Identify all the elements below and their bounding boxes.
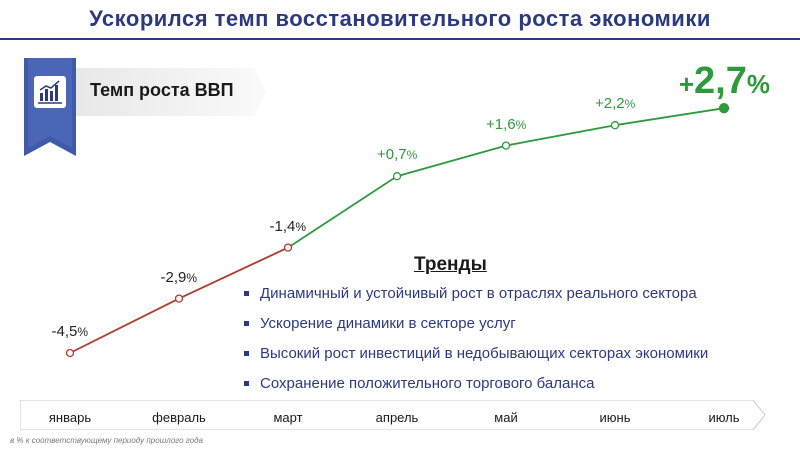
trend-item: Ускорение динамики в секторе услуг: [244, 315, 708, 345]
x-tick-label: июль: [708, 410, 740, 425]
data-label: -2,9%: [161, 269, 198, 286]
x-tick-label: апрель: [375, 410, 419, 425]
bullet-icon: [244, 321, 249, 326]
data-point: [610, 121, 620, 130]
data-label: +0,7%: [377, 146, 417, 163]
data-point: [392, 172, 402, 181]
x-axis-box: [20, 400, 765, 430]
title-divider: [0, 38, 800, 40]
x-tick-label: январь: [48, 410, 92, 425]
footnote: в % к соответствующему периоду прошлого …: [10, 436, 203, 445]
data-label-value: +0,7: [377, 146, 407, 164]
data-label: +1,6%: [486, 116, 526, 133]
data-label-unit: %: [406, 148, 418, 163]
highlight-number: 2,7: [694, 60, 747, 102]
trend-text: Ускорение динамики в секторе услуг: [260, 315, 516, 332]
data-label-value: +1,6: [486, 115, 516, 133]
highlight-unit: %: [746, 69, 770, 99]
x-tick-label: февраль: [152, 410, 206, 425]
series-segment: [396, 144, 507, 178]
x-tick-label: март: [273, 410, 303, 425]
bullet-icon: [244, 291, 249, 296]
bar-chart-icon: [34, 76, 66, 108]
series-segment: [505, 124, 616, 147]
data-point: [174, 294, 184, 303]
data-label-unit: %: [624, 97, 636, 112]
highlight-value: +2,7%: [679, 60, 770, 103]
data-label-unit: %: [515, 117, 527, 132]
page-title: Ускорился темп восстановительного роста …: [89, 6, 711, 31]
trends-title: Тренды: [414, 254, 487, 275]
trend-item: Высокий рост инвестиций в недобывающих с…: [244, 345, 708, 375]
data-point: [65, 348, 75, 358]
x-tick-label: май: [494, 410, 518, 425]
series-segment: [614, 107, 725, 127]
series-segment: [287, 175, 398, 249]
data-point: [718, 103, 730, 114]
data-label-value: -4,5: [51, 323, 78, 340]
series-segment: [69, 297, 180, 354]
trend-text: Высокий рост инвестиций в недобывающих с…: [260, 345, 709, 362]
badge-tag: [56, 68, 266, 116]
data-label: -4,5%: [52, 323, 89, 340]
x-tick-label: июнь: [599, 410, 631, 425]
data-label-unit: %: [77, 325, 89, 339]
data-point: [283, 243, 293, 252]
data-label-unit: %: [186, 270, 198, 285]
data-label-value: -2,9: [160, 268, 187, 286]
trend-item: Сохранение положительного торгового бала…: [244, 375, 708, 405]
data-label-value: -1,4: [269, 217, 296, 235]
data-label: +2,2%: [595, 95, 635, 112]
data-label: -1,4%: [270, 218, 307, 235]
data-point: [501, 141, 511, 150]
bullet-icon: [244, 381, 249, 386]
trend-item: Динамичный и устойчивый рост в отраслях …: [244, 285, 708, 315]
trends-list: Динамичный и устойчивый рост в отраслях …: [244, 285, 708, 405]
trend-text: Динамичный и устойчивый рост в отраслях …: [260, 285, 697, 302]
badge-label: Темп роста ВВП: [90, 80, 234, 100]
data-label-unit: %: [295, 219, 307, 234]
trend-text: Сохранение положительного торгового бала…: [260, 375, 595, 392]
data-label-value: +2,2: [595, 95, 625, 113]
highlight-sign: +: [678, 69, 695, 99]
series-segment: [178, 246, 289, 300]
bullet-icon: [244, 351, 249, 356]
